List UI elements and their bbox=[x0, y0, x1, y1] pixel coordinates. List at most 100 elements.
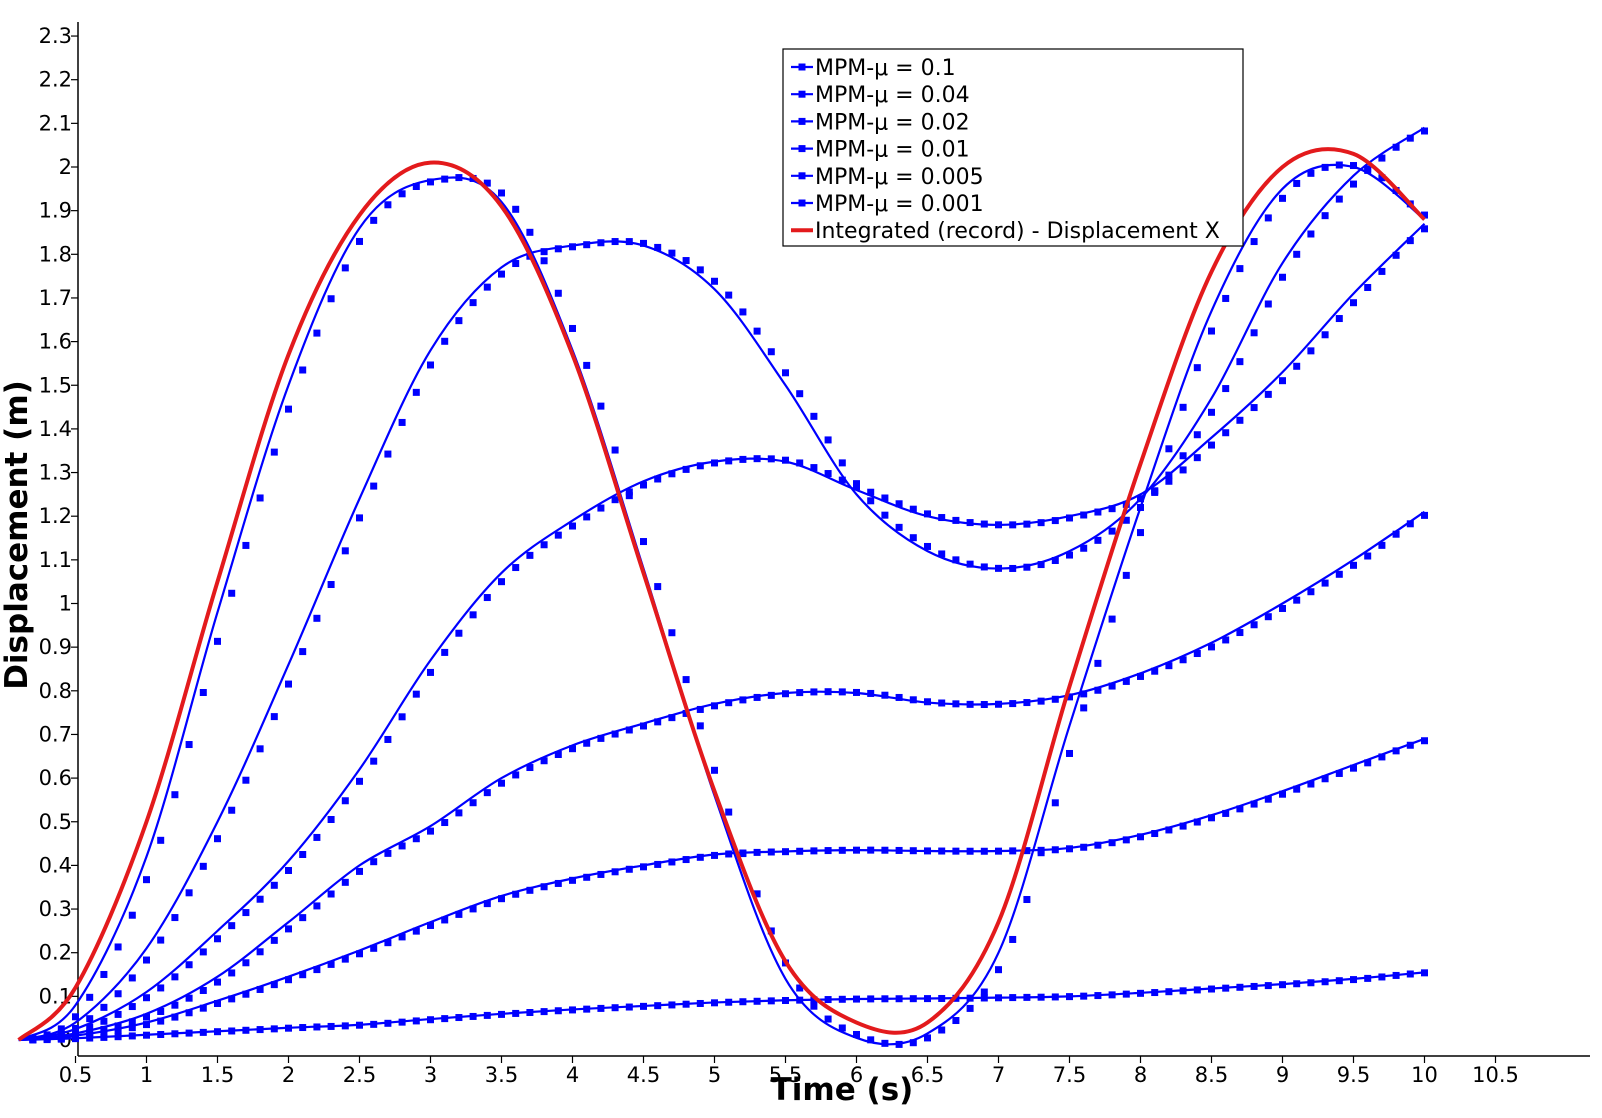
series-marker bbox=[1208, 985, 1215, 993]
series-marker bbox=[384, 735, 392, 743]
series-marker bbox=[640, 863, 647, 871]
series-marker bbox=[455, 317, 463, 325]
series-marker bbox=[441, 819, 449, 827]
y-tick-label: 2.2 bbox=[39, 68, 72, 92]
series-marker bbox=[313, 833, 321, 841]
series-marker bbox=[796, 984, 804, 992]
series-marker bbox=[1222, 294, 1230, 302]
series-marker bbox=[1236, 629, 1244, 637]
series-marker bbox=[938, 994, 946, 1002]
series-marker bbox=[29, 1034, 37, 1042]
series-marker bbox=[1350, 976, 1357, 984]
series-marker bbox=[228, 806, 236, 814]
series-marker bbox=[441, 916, 449, 924]
legend-entry-label: MPM-μ = 0.01 bbox=[815, 138, 970, 163]
series-marker bbox=[668, 858, 676, 866]
series-marker bbox=[952, 847, 960, 855]
series-marker bbox=[909, 696, 917, 704]
series-marker bbox=[753, 890, 761, 898]
series-marker bbox=[214, 1028, 221, 1036]
series-marker bbox=[483, 283, 491, 291]
series-marker bbox=[1364, 552, 1372, 560]
series-marker bbox=[810, 996, 818, 1004]
series-marker bbox=[1264, 613, 1272, 621]
series-marker bbox=[583, 513, 591, 521]
series-marker bbox=[398, 418, 406, 426]
series-marker bbox=[1165, 477, 1173, 485]
series-marker bbox=[540, 541, 548, 549]
series-marker bbox=[1193, 431, 1201, 439]
x-tick-label: 10.5 bbox=[1472, 1063, 1519, 1087]
series-marker bbox=[1108, 682, 1116, 690]
series-marker bbox=[1066, 749, 1073, 757]
series-marker bbox=[228, 995, 236, 1003]
series-0 bbox=[18, 969, 1428, 1044]
series-marker bbox=[810, 847, 818, 855]
series-marker bbox=[938, 550, 946, 558]
y-tick-label: 1.4 bbox=[39, 417, 72, 441]
series-marker bbox=[256, 948, 264, 956]
series-marker bbox=[1122, 516, 1130, 524]
series-marker bbox=[299, 971, 307, 979]
series-marker bbox=[611, 868, 619, 876]
series-marker bbox=[100, 1033, 108, 1041]
series-marker bbox=[1165, 988, 1173, 996]
series-marker bbox=[540, 883, 548, 891]
series-marker bbox=[370, 216, 378, 224]
series-marker bbox=[952, 700, 960, 708]
series-marker bbox=[285, 1024, 292, 1032]
series-marker bbox=[725, 457, 733, 465]
series-marker bbox=[285, 866, 292, 874]
series-marker bbox=[114, 1026, 122, 1034]
series-marker bbox=[1051, 799, 1059, 807]
series-marker bbox=[341, 1022, 349, 1030]
series-marker bbox=[739, 455, 747, 463]
series-marker bbox=[668, 249, 676, 257]
series-marker bbox=[1151, 989, 1159, 997]
series-marker bbox=[498, 779, 505, 787]
series-marker bbox=[1392, 747, 1400, 755]
series-marker bbox=[711, 851, 718, 859]
series-marker bbox=[1037, 849, 1045, 857]
x-tick-label: 3 bbox=[424, 1063, 437, 1087]
series-marker bbox=[483, 1011, 491, 1019]
series-marker bbox=[214, 637, 221, 645]
series-marker bbox=[1364, 165, 1372, 173]
series-marker bbox=[711, 766, 718, 774]
series-marker bbox=[1222, 385, 1230, 393]
series-marker bbox=[554, 531, 562, 539]
series-marker bbox=[1392, 251, 1400, 259]
series-marker bbox=[114, 1033, 122, 1041]
series-marker bbox=[412, 927, 420, 935]
series-marker bbox=[114, 1022, 122, 1030]
series-marker bbox=[285, 976, 292, 984]
series-marker bbox=[1208, 441, 1215, 449]
series-marker bbox=[1264, 214, 1272, 222]
series-marker bbox=[498, 270, 505, 278]
series-marker bbox=[1293, 596, 1301, 604]
series-marker bbox=[86, 993, 94, 1001]
series-marker bbox=[1378, 154, 1386, 162]
series-marker bbox=[1236, 983, 1244, 991]
series-marker bbox=[625, 726, 633, 734]
series-marker bbox=[412, 388, 420, 396]
series-marker bbox=[895, 995, 903, 1003]
series-marker bbox=[1307, 979, 1315, 987]
series-marker bbox=[427, 1016, 434, 1024]
series-marker bbox=[1335, 161, 1343, 169]
series-marker bbox=[654, 583, 662, 591]
series-marker bbox=[299, 914, 307, 922]
series-marker bbox=[412, 690, 420, 698]
series-marker bbox=[270, 713, 278, 721]
series-marker bbox=[313, 614, 321, 622]
series-marker bbox=[1279, 981, 1286, 989]
x-tick-label: 7.5 bbox=[1053, 1063, 1086, 1087]
series-marker bbox=[341, 264, 349, 272]
series-marker bbox=[611, 1004, 619, 1012]
series-marker bbox=[739, 308, 747, 316]
series-marker bbox=[1406, 970, 1414, 978]
series-marker bbox=[1406, 741, 1414, 749]
series-marker bbox=[1037, 993, 1045, 1001]
